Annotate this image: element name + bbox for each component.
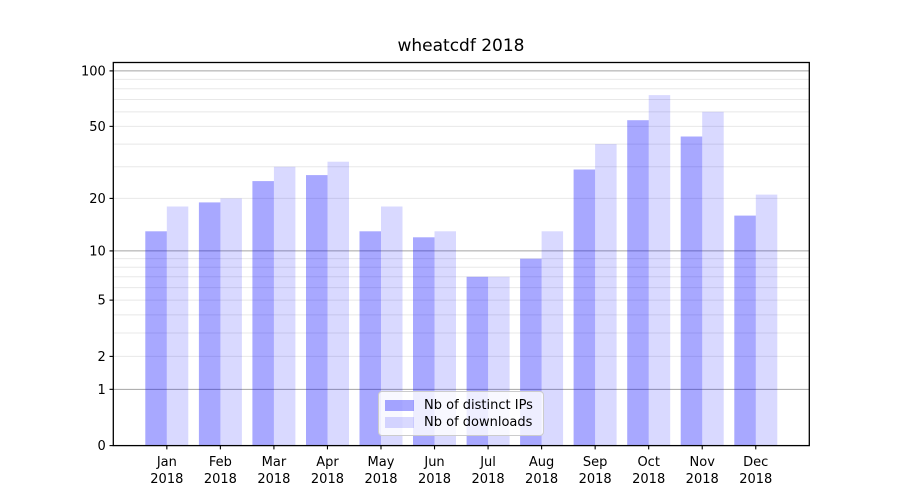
x-tick-label-year-Feb: 2018 [204,472,237,487]
bar-dl-Feb [220,198,242,446]
bar-dl-Nov [702,111,724,446]
y-tick-label-10: 10 [89,244,106,259]
x-tick-label-year-Jun: 2018 [418,472,451,487]
x-tick-label-year-Dec: 2018 [739,472,772,487]
y-tick-label-1: 1 [98,383,106,398]
x-tick-label-year-Oct: 2018 [632,472,665,487]
legend-swatch-distinct-ips [385,400,414,411]
chart-title: wheatcdf 2018 [397,36,525,56]
x-tick-label-month-Feb: Feb [209,455,232,470]
x-tick-label-month-Jun: Jun [423,455,444,470]
x-tick-label-year-Sep: 2018 [579,472,612,487]
y-tick-label-0: 0 [98,439,106,454]
x-tick-label-month-May: May [368,455,395,470]
x-tick-label-month-Dec: Dec [743,455,768,470]
bar-dl-Sep [595,144,617,446]
x-tick-label-year-Jul: 2018 [472,472,505,487]
y-axis-labels: 0 1 2 5 10 20 50 100 [81,64,106,454]
x-tick-label-month-Oct: Oct [637,455,659,470]
bar-dl-Dec [755,194,778,446]
legend-swatch-downloads [385,417,414,428]
x-tick-label-month-Jan: Jan [156,455,177,470]
bar-ips-Sep [573,169,596,446]
x-tick-label-month-Mar: Mar [262,455,287,470]
bar-ips-Oct [627,120,649,446]
bar-ips-Feb [198,202,221,446]
legend-item-downloads: Nb of downloads [385,414,535,431]
y-tick-label-5: 5 [98,294,106,309]
x-tick-label-year-May: 2018 [364,472,397,487]
plot-border [112,61,810,447]
x-tick-label-year-Mar: 2018 [257,472,290,487]
bar-dl-May [381,206,403,446]
y-tick-label-100: 100 [81,64,106,79]
y-tick-label-20: 20 [89,192,106,207]
bar-dl-Oct [648,95,671,446]
bar-ips-Nov [680,136,703,446]
y-tick-label-2: 2 [98,350,106,365]
x-tick-label-month-Jul: Jul [479,455,496,470]
bar-ips-Dec [734,215,756,446]
x-tick-label-month-Aug: Aug [529,455,554,470]
x-axis-ticks [166,445,757,450]
bar-dl-Mar [273,166,296,446]
legend: Nb of distinct IPs Nb of downloads [378,391,544,436]
x-tick-label-year-Jan: 2018 [150,472,183,487]
bar-dl-Aug [541,231,564,446]
x-tick-label-month-Apr: Apr [316,455,339,470]
bar-dl-Apr [327,161,349,446]
major-gridlines [113,70,810,390]
x-tick-label-month-Sep: Sep [583,455,608,470]
legend-label-downloads: Nb of downloads [424,415,533,430]
x-axis-labels: Jan 2018 Feb 2018 Mar 2018 Apr 2018 May 2018 Jun 20… [150,455,772,487]
bar-ips-May [359,231,381,446]
x-tick-label-year-Nov: 2018 [686,472,719,487]
y-axis-ticks [109,70,114,447]
x-tick-label-year-Aug: 2018 [525,472,558,487]
x-tick-label-year-Apr: 2018 [311,472,344,487]
y-tick-label-50: 50 [89,120,106,135]
bar-ips-Jan [145,231,167,446]
legend-item-distinct-ips: Nb of distinct IPs [385,397,535,414]
x-tick-label-month-Nov: Nov [690,455,716,470]
minor-gridlines [113,78,810,357]
legend-label-distinct-ips: Nb of distinct IPs [424,398,533,413]
bar-dl-Jan [166,206,189,446]
bar-ips-Apr [306,175,328,446]
bar-ips-Mar [252,181,274,446]
